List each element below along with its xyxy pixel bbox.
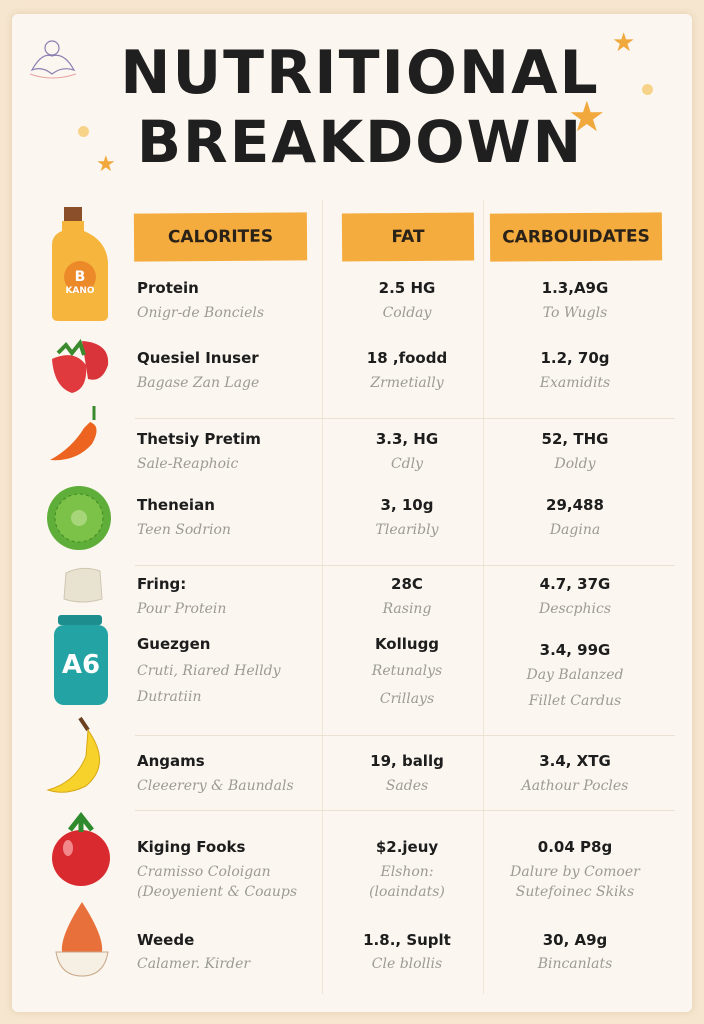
food-description: Sale-Reaphoic [137,456,239,472]
food-description: Onigr-de Bonciels [137,305,265,321]
svg-text:B: B [75,269,86,285]
food-name: Angams [137,752,205,770]
header-carbohydrates: CARBOUIDATES [489,212,663,262]
star-icon: ★ [568,92,606,141]
carbs-note: Sutefoinec Skiks [515,884,635,900]
food-description: (Deoyenient & Coaups [137,884,298,900]
carbs-note: Examidits [539,375,611,391]
food-description: Calamer. Kirder [137,956,251,972]
carbs-note: Fillet Cardus [528,693,622,709]
carbs-note: Descphics [538,601,612,617]
octopus-logo-icon [29,40,77,79]
food-description: Dutratiin [137,689,202,705]
star-icon: ★ [612,28,636,58]
juice-bottle-icon: KANO B [50,205,112,327]
fat-note: Colday [382,305,432,321]
fat-value: 3, 10g [380,496,434,514]
carbs-value: 1.2, 70g [540,349,610,367]
carbs-value: 52, THG [541,430,609,448]
dot-decoration [78,126,89,137]
carbs-value: 1.3,A9G [541,279,609,297]
row-divider [135,810,675,811]
fat-note: Zrmetially [370,375,444,391]
fat-note: Crillays [379,691,435,707]
food-description: Teen Sodrion [137,522,231,538]
food-name: Weede [137,931,195,949]
strawberry-icon [46,335,112,399]
food-name: Quesiel Inuser [137,349,259,367]
dot-decoration [642,84,653,95]
row-divider [135,565,675,566]
food-description: Cleeerery & Baundals [137,778,294,794]
fat-value: 1.8., Suplt [363,931,451,949]
food-description: Bagase Zan Lage [137,375,260,391]
carbs-value: 29,488 [546,496,604,514]
row-divider [135,735,675,736]
fat-value: 28C [391,575,423,593]
fat-value: 19, ballg [370,752,444,770]
tomato-icon [50,811,112,892]
food-description: Cramisso Coloigan [137,864,271,880]
fat-note: Cle blollis [371,956,443,972]
food-name: Theneian [137,496,215,514]
food-description: Pour Protein [137,601,227,617]
carbs-note: Dagina [549,522,601,538]
food-name: Protein [137,279,199,297]
star-icon: ★ [96,152,116,177]
fat-value: 18 ,foodd [366,349,448,367]
row-divider [135,418,675,419]
fat-note: Retunalys [371,663,443,679]
tofu-icon [60,565,106,609]
logo [22,30,82,90]
column-divider [322,200,323,994]
header-calories: CALORITES [133,212,308,262]
food-description: Cruti, Riared Helldy [137,663,281,679]
title-line-2: BREAKDOWN [136,108,584,176]
fat-note: Sades [385,778,429,794]
svg-text:KANO: KANO [65,286,94,296]
banana-icon [46,716,112,800]
fat-value: 3.3, HG [375,430,439,448]
food-name: Thetsiy Pretim [137,430,261,448]
fat-note: Tlearibly [375,522,439,538]
paper-background [12,14,692,1012]
fat-value: 2.5 HG [378,279,436,297]
carbs-note: Dalure by Comoer [510,864,640,880]
carbs-value: 4.7, 37G [539,575,611,593]
food-name: Fring: [137,575,187,593]
carbs-note: Doldy [554,456,596,472]
fat-note: Cdly [390,456,424,472]
food-name: Guezgen [137,635,211,653]
food-name: Kiging Fooks [137,838,246,856]
header-fat: FAT [341,212,475,262]
kiwi-slice-icon [44,484,114,556]
carbs-value: 0.04 P8g [537,838,613,856]
carbs-note: Day Balanzed [526,667,624,683]
carbs-note: Bincanlats [537,956,613,972]
fat-note: (loaindats) [369,884,445,900]
column-divider [483,200,484,994]
svg-text:A6: A6 [62,650,100,680]
carbs-value: 30, A9g [542,931,608,949]
fat-value: $2.jeuy [375,838,439,856]
carbs-value: 3.4, 99G [539,641,611,659]
chili-pepper-icon [46,404,106,470]
fat-note: Elshon: [380,864,434,880]
carbs-note: To Wugls [542,305,608,321]
carbs-note: Aathour Pocles [521,778,629,794]
fat-value: Kollugg [374,635,440,653]
title-line-1: NUTRITIONAL [120,38,600,108]
carbs-value: 3.4, XTG [539,752,611,770]
bowl-icon [54,900,110,982]
jar-icon: A6 [52,613,110,711]
fat-note: Rasing [382,601,432,617]
